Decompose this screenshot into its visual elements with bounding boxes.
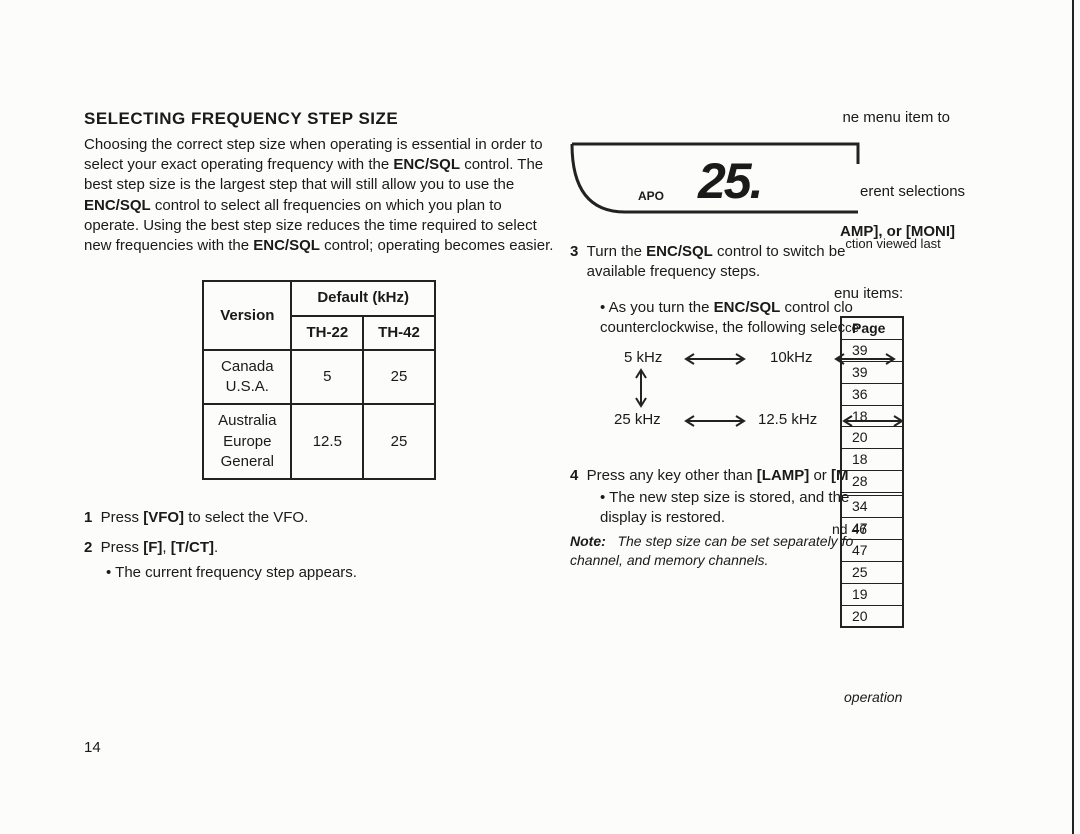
table-cell: 5 [291, 350, 363, 405]
overlay-row: 20 [841, 605, 903, 627]
table-cell: 25 [363, 404, 435, 479]
overlay-row: 20 [841, 427, 903, 449]
overlay-row: 47 [841, 539, 903, 561]
lcd-digits: 25. [698, 148, 762, 216]
fragment-menu-item: ne menu item to [842, 108, 950, 128]
overlay-row: 25 [841, 561, 903, 583]
step-4-bullet: The new step size is stored, and thedisp… [600, 488, 980, 529]
table-cell: CanadaU.S.A. [203, 350, 291, 405]
overlay-cell: 47 [841, 539, 903, 561]
arrow-bidir-icon [680, 352, 750, 366]
seq-12p5khz: 12.5 kHz [758, 410, 817, 430]
left-column: SELECTING FREQUENCY STEP SIZE Choosing t… [84, 108, 554, 593]
arrow-bidir-icon [680, 414, 750, 428]
fragment-operation: operation [844, 688, 902, 707]
fragment-erent-selections: erent selections [860, 182, 965, 202]
table-header-th22: TH-22 [291, 316, 363, 350]
lcd-apo-label: APO [638, 188, 664, 204]
table-header-version: Version [203, 281, 291, 350]
table-cell: 12.5 [291, 404, 363, 479]
overlay-cell: 18 [841, 405, 903, 427]
step-2-bullet: The current frequency step appears. [106, 563, 554, 583]
table-header-default: Default (kHz) [291, 281, 434, 315]
overlay-row: 19 [841, 583, 903, 605]
overlay-cell: 34 [841, 496, 903, 518]
lcd-display: APO 25. [570, 142, 860, 214]
overlay-row: 18 [841, 405, 903, 427]
table-cell: AustraliaEuropeGeneral [203, 404, 291, 479]
overlay-page-table: Page 39393618201828344747251920 [840, 316, 904, 628]
overlay-cell: 39 [841, 339, 903, 361]
overlay-row: 18 [841, 449, 903, 471]
overlay-header-page: Page [841, 317, 903, 339]
table-header-th42: TH-42 [363, 316, 435, 350]
overlay-cell: 18 [841, 449, 903, 471]
left-steps: 1 Press [VFO] to select the VFO. 2 Press… [84, 508, 554, 583]
overlay-row: 36 [841, 383, 903, 405]
note-text: Note: The step size can be set separatel… [570, 532, 970, 570]
overlay-cell: 20 [841, 427, 903, 449]
arrow-vertical-bidir-icon [634, 366, 648, 410]
step-3: 3 Turn the ENC/SQL control to switch bec… [570, 242, 990, 283]
overlay-cell: 20 [841, 605, 903, 627]
table-cell: 25 [363, 350, 435, 405]
right-column: ne menu item to APO 25. erent selections… [570, 108, 1050, 214]
overlay-row: 28 [841, 471, 903, 493]
intro-paragraph: Choosing the correct step size when oper… [84, 135, 554, 257]
overlay-cell: 36 [841, 383, 903, 405]
overlay-row: 39 [841, 339, 903, 361]
table-row: AustraliaEuropeGeneral 12.5 25 [203, 404, 435, 479]
overlay-cell: 19 [841, 583, 903, 605]
overlay-cell: 25 [841, 561, 903, 583]
step-4: 4 Press any key other than [LAMP] or [M [570, 466, 990, 486]
step-1: 1 Press [VFO] to select the VFO. [84, 508, 554, 528]
step-2: 2 Press [F], [T/CT]. The current frequen… [84, 538, 554, 583]
table-row: CanadaU.S.A. 5 25 [203, 350, 435, 405]
fragment-and-46: nd 46 [832, 520, 867, 539]
seq-10khz: 10kHz [770, 348, 813, 368]
page-right-border [1072, 0, 1074, 834]
defaults-table: Version Default (kHz) TH-22 TH-42 Canada… [202, 280, 436, 480]
overlay-cell: 39 [841, 361, 903, 383]
seq-25khz: 25 kHz [614, 410, 661, 430]
overlay-cell: 28 [841, 471, 903, 493]
overlay-row: 39 [841, 361, 903, 383]
section-heading: SELECTING FREQUENCY STEP SIZE [84, 108, 554, 131]
page-number: 14 [84, 738, 101, 758]
overlay-row: 34 [841, 496, 903, 518]
step-3-bullet: As you turn the ENC/SQL control clo coun… [600, 298, 980, 339]
